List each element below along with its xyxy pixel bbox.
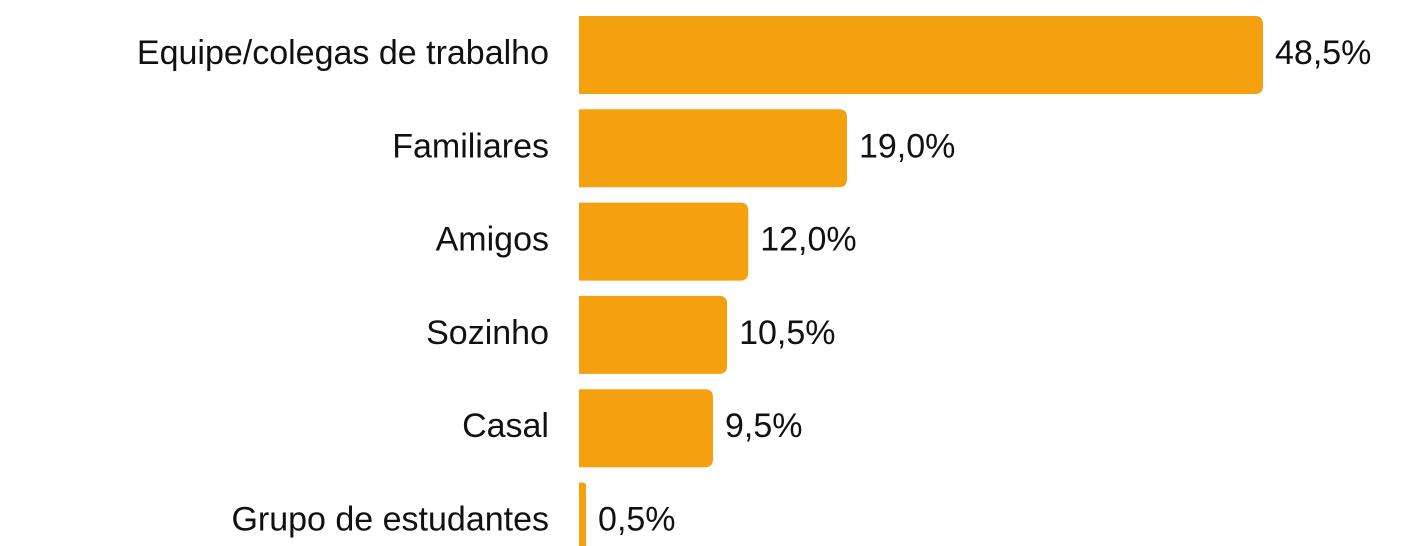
bar: [579, 295, 728, 374]
bar: [579, 482, 587, 546]
value-label: 10,5%: [739, 314, 835, 352]
category-label: Amigos: [436, 221, 549, 259]
category-label: Casal: [462, 407, 549, 445]
category-label: Grupo de estudantes: [231, 500, 549, 538]
bar: [579, 16, 1263, 94]
value-label: 19,0%: [859, 127, 955, 165]
category-label: Sozinho: [426, 314, 549, 352]
value-label: 0,5%: [598, 500, 676, 538]
bar: [579, 202, 749, 281]
value-label: 48,5%: [1275, 34, 1371, 72]
value-label: 12,0%: [760, 221, 856, 259]
bar: [579, 109, 847, 188]
value-label: 9,5%: [725, 407, 803, 445]
category-label: Familiares: [392, 127, 549, 165]
category-label: Equipe/colegas de trabalho: [137, 34, 549, 72]
bar: [579, 389, 713, 468]
